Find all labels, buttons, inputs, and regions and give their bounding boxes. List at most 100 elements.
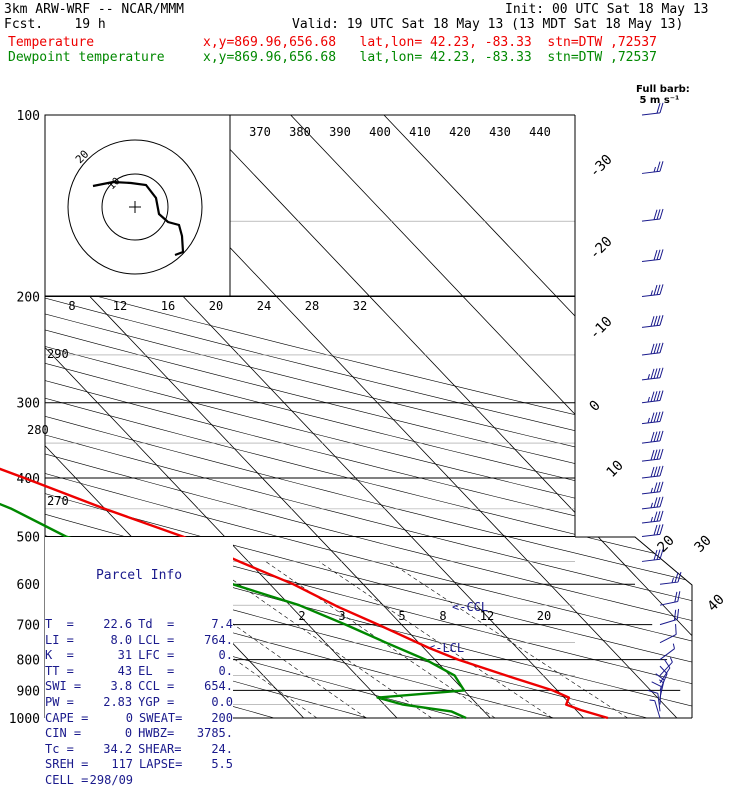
- dry-adiabat-line: [45, 115, 692, 718]
- parcel-info-cell: 298/09: [89, 772, 134, 787]
- parcel-info-cell: 31: [117, 648, 133, 663]
- barb-staff: [659, 667, 671, 684]
- barb-full: [676, 608, 680, 620]
- barb-staff: [641, 458, 661, 462]
- dry-adiabat-line: [45, 115, 692, 718]
- parcel-info-cell: 3785.: [196, 726, 233, 741]
- barb-full: [656, 209, 661, 220]
- barb-full: [659, 367, 664, 378]
- barb-half: [650, 487, 653, 493]
- barb-full: [656, 161, 661, 172]
- hodograph-panel: [44, 114, 231, 297]
- barb-staff: [641, 440, 661, 444]
- mixing-ratio-label: 3: [338, 609, 345, 623]
- barb-full: [656, 315, 661, 326]
- parcel-info-cell: CELL =: [45, 772, 89, 787]
- barb-full: [659, 665, 668, 675]
- barb-full: [656, 481, 661, 493]
- wind-barb: [659, 665, 668, 691]
- parcel-info-cell: 654.: [204, 679, 233, 694]
- isotherm-line: [383, 115, 692, 718]
- pressure-tick-label: 300: [17, 397, 40, 412]
- isotherm-label: 30: [692, 533, 715, 556]
- barb-full: [659, 549, 664, 560]
- barb-full: [677, 571, 682, 583]
- mixing-ratio-label: 20: [537, 609, 551, 623]
- isotherm-label: -30: [587, 152, 616, 181]
- barb-half: [650, 516, 653, 523]
- wind-barb: [641, 315, 664, 328]
- parcel-info-cell: 764.: [204, 632, 233, 647]
- barb-full: [653, 315, 658, 327]
- theta-top-label: 410: [409, 125, 431, 139]
- isotherm-label: -20: [587, 234, 616, 263]
- barb-full: [659, 496, 664, 507]
- barb-full: [656, 466, 661, 477]
- dry-adiabat-line: [45, 115, 692, 718]
- kts-label: 32: [353, 299, 367, 313]
- dry-adiabat-line: [45, 115, 692, 718]
- parcel-info-row: CIN = 0 HWBZ= 3785.: [45, 726, 233, 742]
- mixing-ratio-line: [206, 561, 432, 718]
- parcel-info-cell: T =: [45, 616, 74, 631]
- wind-barb: [649, 699, 661, 719]
- traces: [0, 467, 609, 720]
- temperature-legend: Temperature: [8, 35, 95, 50]
- wind-barb: [659, 571, 682, 585]
- theta-top-label: 390: [329, 125, 351, 139]
- barb-full: [653, 412, 658, 423]
- dry-adiabat-line: [45, 115, 692, 718]
- mixing-ratio-line: [388, 561, 628, 718]
- barb-full: [674, 572, 679, 583]
- barb-staff: [659, 600, 678, 606]
- parcel-info-cell: EL =: [138, 663, 175, 678]
- parcel-info-row: LI = 8.0 LCL = 764.: [45, 633, 233, 649]
- pressure-tick-label: 600: [17, 578, 40, 593]
- barb-full: [650, 343, 655, 355]
- barb-full: [653, 368, 658, 379]
- parcel-info-cell: SHEAR=: [138, 741, 182, 756]
- parcel-info-panel: Parcel Info T = 22.6 Td = 7.4 LI = 8.0 LCL = 76…: [45, 537, 233, 787]
- barb-full: [659, 208, 664, 220]
- barb-full: [659, 161, 664, 172]
- barb-staff: [641, 475, 661, 479]
- mixing-ratio-label: 5: [398, 609, 405, 623]
- theta-top-label: 440: [529, 125, 551, 139]
- parcel-info-cell: 3.8: [110, 679, 133, 694]
- dewpoint-location: x,y=869.96,656.68 lat,lon= 42.23, -83.33…: [203, 50, 657, 65]
- ccl-label: <-CCL: [452, 600, 488, 614]
- barb-full: [650, 466, 655, 478]
- wind-barb: [641, 411, 664, 425]
- parcel-info-row: PW = 2.83 YGP = 0.0: [45, 695, 233, 711]
- wind-barb: [641, 430, 664, 444]
- kts-label: 16: [161, 299, 175, 313]
- dry-adiabat-label: 290: [47, 347, 69, 361]
- wind-barb: [641, 208, 664, 222]
- barb-staff: [641, 491, 661, 495]
- parcel-info-row: SWI = 3.8 CCL = 654.: [45, 679, 233, 695]
- parcel-info-row: TT = 43 EL = 0.: [45, 664, 233, 680]
- barb-full: [674, 591, 678, 603]
- barb-full: [675, 624, 677, 635]
- barb-full: [656, 343, 661, 354]
- barb-legend: Full barb: 5 m s⁻¹: [636, 84, 690, 106]
- parcel-info-cell: CCL =: [138, 679, 175, 694]
- barb-half: [653, 166, 656, 173]
- parcel-info-cell: CIN =: [45, 726, 82, 741]
- parcel-info-row: K = 31 LFC = 0.: [45, 648, 233, 664]
- parcel-info-cell: 43: [117, 663, 133, 678]
- dry-adiabat-line: [45, 115, 692, 718]
- dry-adiabat-line: [45, 115, 416, 718]
- pressure-tick-label: 1000: [9, 712, 40, 727]
- barb-full: [653, 449, 658, 460]
- parcel-info-cell: HWBZ=: [138, 726, 175, 741]
- wind-barb: [641, 448, 664, 462]
- temperature-location: x,y=869.96,656.68 lat,lon= 42.23, -83.33…: [203, 35, 657, 50]
- kts-label: 12: [113, 299, 127, 313]
- mixing-ratio-label: 2: [298, 609, 305, 623]
- barb-full: [653, 549, 658, 561]
- wind-barb: [641, 465, 664, 479]
- right-axis-lower: [575, 536, 693, 718]
- barb-full: [656, 431, 661, 442]
